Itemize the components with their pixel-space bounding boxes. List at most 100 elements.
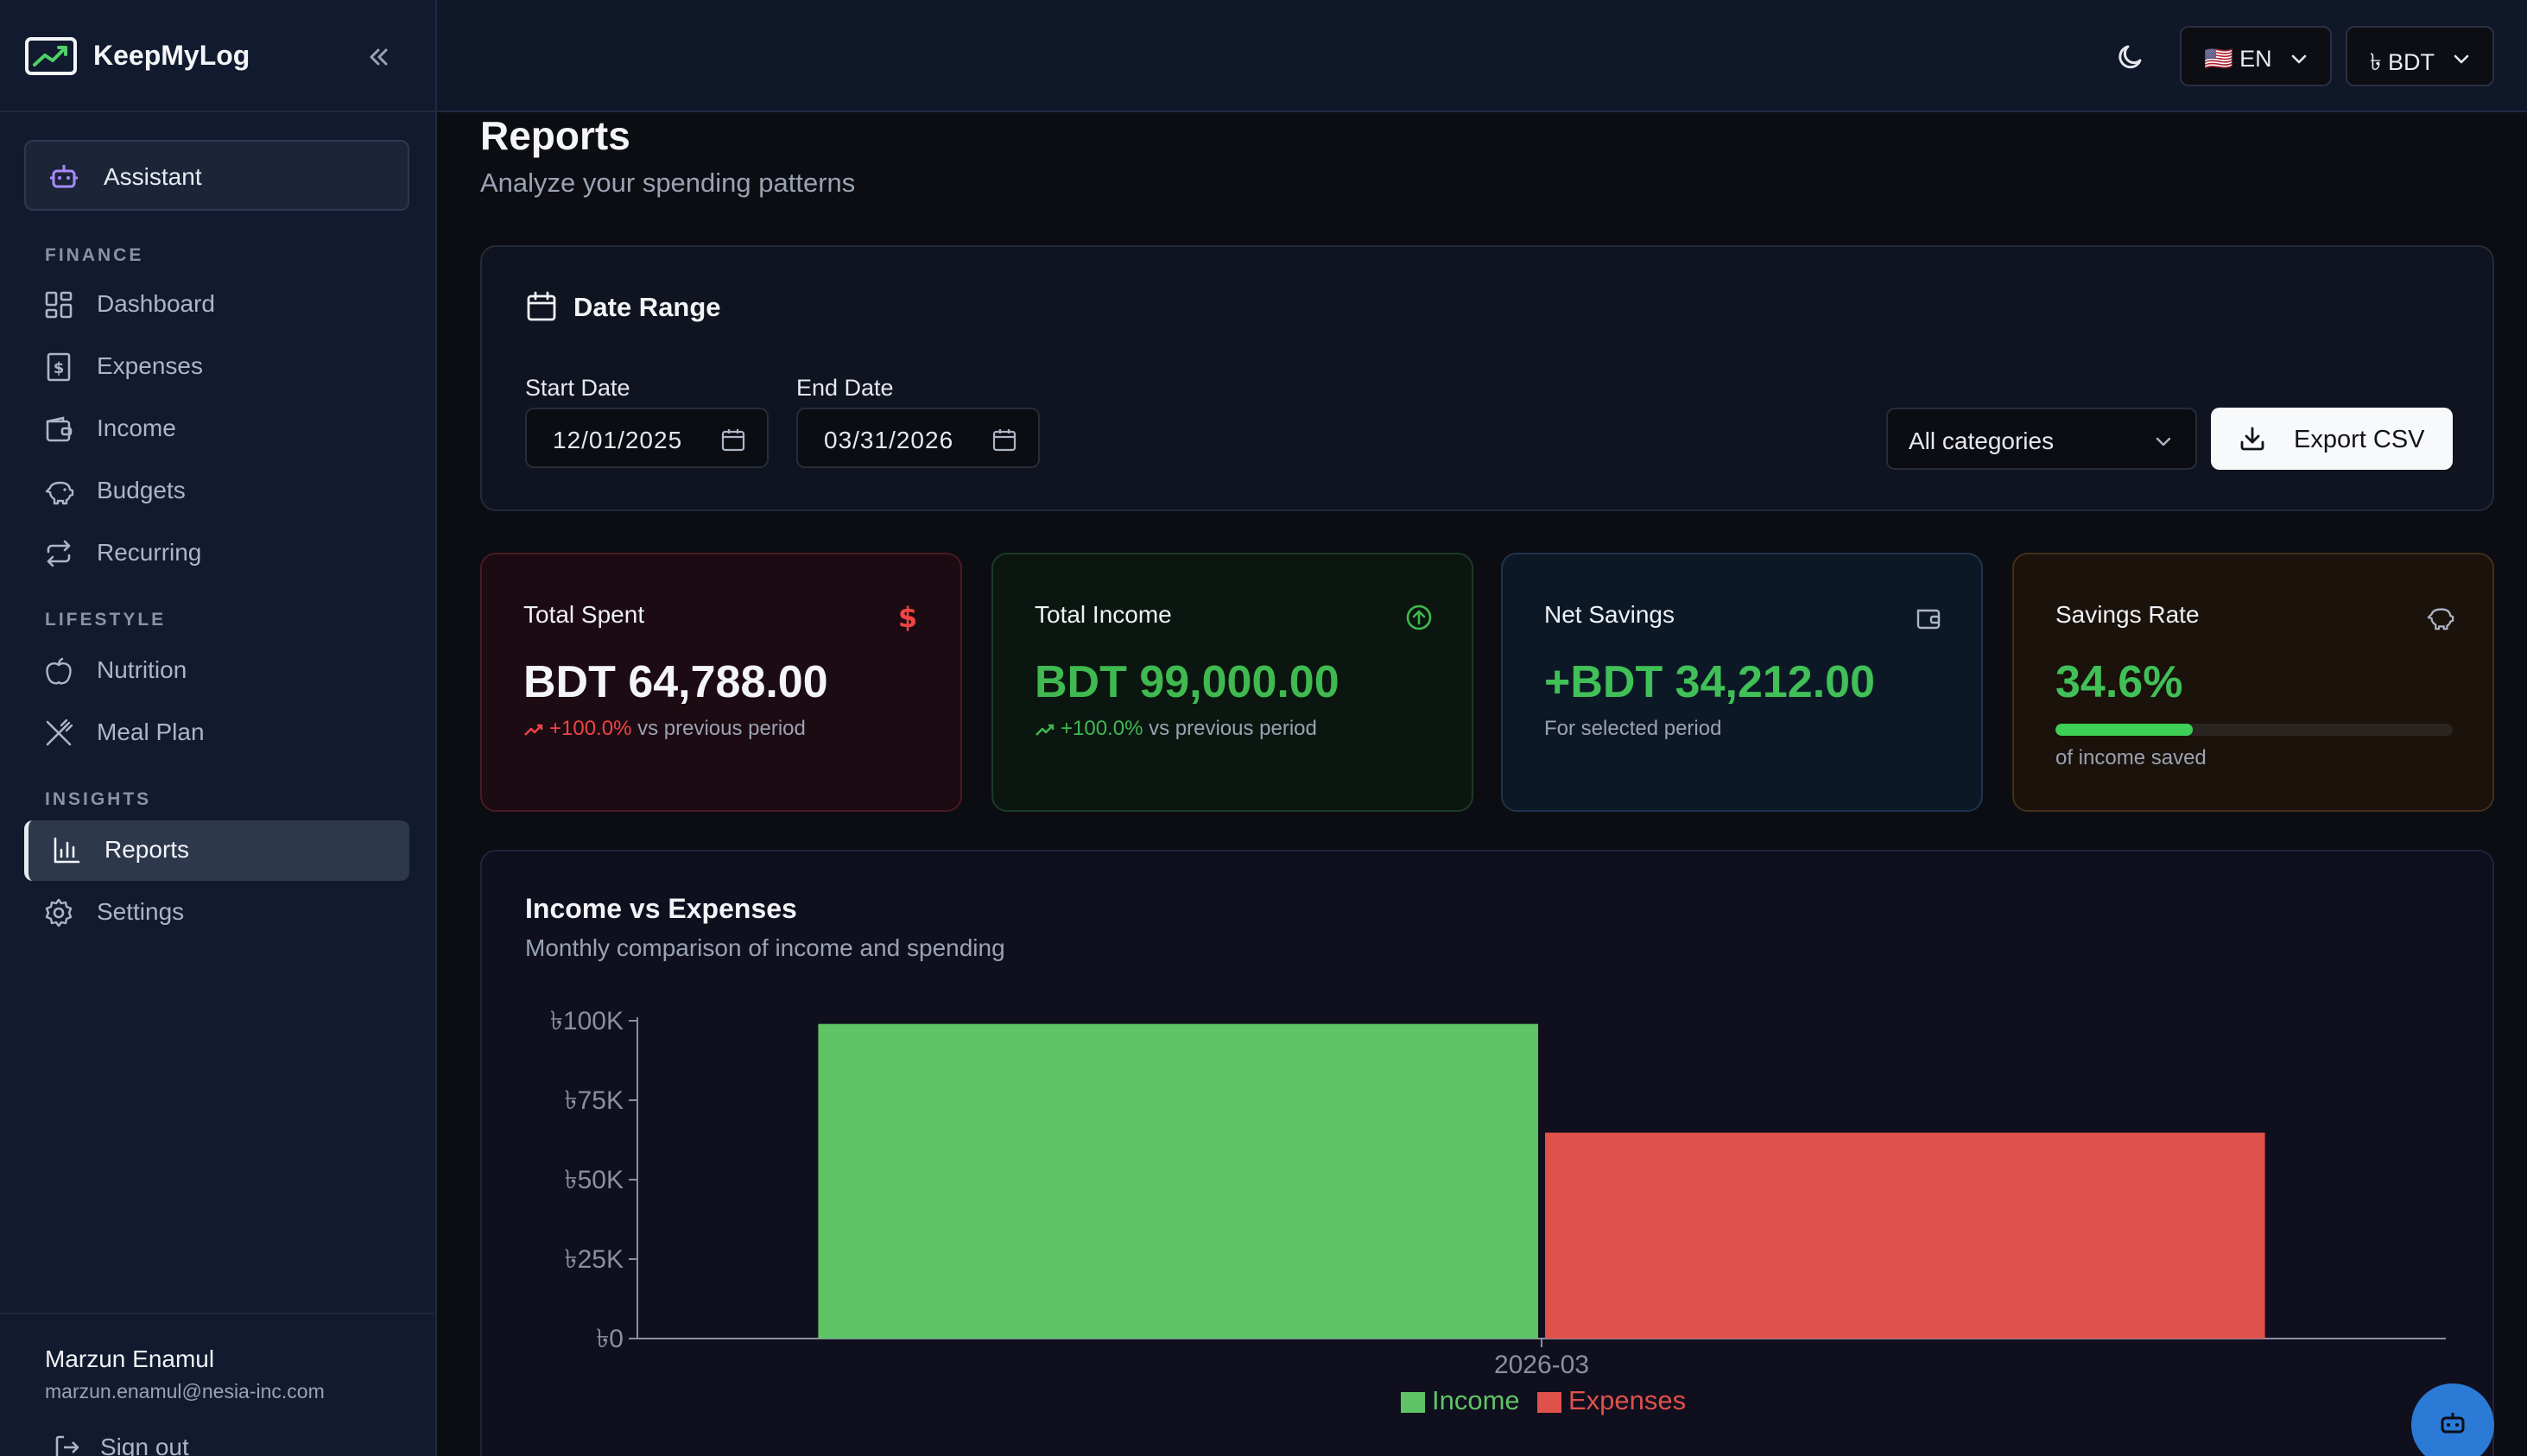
piggy-bank-icon: [45, 481, 74, 505]
savings-rate-card: Savings Rate 34.6% of income saved: [2012, 553, 2494, 812]
change-value: +100.0%: [1061, 717, 1143, 740]
piggy-bank-icon: [2427, 608, 2454, 630]
end-date-input[interactable]: 03/31/2026: [796, 408, 1040, 468]
bar-chart-icon: [54, 837, 80, 864]
total-spent-card: Total Spent $ BDT 64,788.00 +100.0% vs p…: [480, 553, 962, 812]
stat-change: +100.0% vs previous period: [1035, 717, 1317, 741]
date-range-title: Date Range: [573, 292, 721, 322]
chevron-down-icon: [2156, 437, 2171, 446]
section-insights: INSIGHTS: [45, 789, 152, 809]
app-name: KeepMyLog: [93, 40, 250, 71]
receipt-dollar-icon: $: [47, 352, 71, 382]
change-suffix: vs previous period: [631, 717, 806, 740]
sidebar-item-label: Reports: [104, 836, 190, 863]
category-select[interactable]: All categories: [1886, 408, 2197, 470]
dashboard-grid-icon: [45, 291, 73, 319]
currency-value: ৳ BDT: [2370, 49, 2435, 75]
export-csv-button[interactable]: Export CSV: [2211, 408, 2453, 470]
start-date-value: 12/01/2025: [553, 427, 683, 453]
sidebar-item-label: Recurring: [97, 539, 202, 566]
category-value: All categories: [1909, 427, 2055, 454]
sidebar-item-label: Nutrition: [97, 656, 187, 683]
calendar-icon[interactable]: [720, 427, 746, 453]
sidebar-item-label: Meal Plan: [97, 719, 205, 745]
export-csv-label: Export CSV: [2294, 426, 2425, 453]
download-icon: [2240, 427, 2264, 451]
assistant-button[interactable]: Assistant: [24, 140, 409, 211]
page-subtitle: Analyze your spending patterns: [480, 168, 856, 198]
end-date-value: 03/31/2026: [824, 427, 954, 453]
start-date-input[interactable]: 12/01/2025: [525, 408, 769, 468]
user-divider: [0, 1313, 435, 1314]
brand-header: KeepMyLog: [0, 0, 435, 112]
utensils-crossed-icon: [46, 719, 73, 746]
sidebar-item-dashboard[interactable]: Dashboard: [24, 275, 409, 335]
sidebar-item-nutrition[interactable]: Nutrition: [24, 641, 409, 701]
language-value: 🇺🇸 EN: [2204, 46, 2272, 72]
trending-up-icon: [1036, 724, 1054, 736]
total-spent-value: BDT 64,788.00: [523, 657, 828, 707]
date-range-card: Date Range Start Date 12/01/2025 End Dat…: [480, 245, 2494, 511]
net-savings-card: Net Savings +BDT 34,212.00 For selected …: [1501, 553, 1983, 812]
sidebar-item-reports[interactable]: Reports: [24, 820, 409, 881]
collapse-sidebar-icon[interactable]: [363, 41, 394, 73]
log-out-icon: [55, 1435, 79, 1456]
chart-subtitle: Monthly comparison of income and spendin…: [525, 934, 1005, 961]
robot-icon: [2441, 1413, 2465, 1434]
robot-icon: [50, 165, 78, 188]
sidebar-item-label: Income: [97, 415, 176, 441]
sidebar-item-label: Dashboard: [97, 290, 215, 317]
sidebar-item-label: Settings: [97, 898, 185, 925]
currency-select[interactable]: ৳ BDT: [2346, 26, 2494, 86]
start-date-label: Start Date: [525, 375, 630, 401]
stat-title: Savings Rate: [2055, 601, 2200, 628]
sidebar-item-budgets[interactable]: Budgets: [24, 461, 409, 522]
sidebar-item-meal-plan[interactable]: Meal Plan: [24, 703, 409, 763]
savings-rate-value: 34.6%: [2055, 657, 2183, 707]
chevron-down-icon: [2291, 54, 2307, 64]
stat-title: Net Savings: [1544, 601, 1675, 628]
net-savings-note: For selected period: [1544, 717, 1722, 740]
moon-icon[interactable]: [2114, 38, 2150, 74]
sidebar-item-income[interactable]: Income: [24, 399, 409, 459]
sidebar-item-settings[interactable]: Settings: [24, 883, 409, 943]
stat-title: Total Income: [1035, 601, 1172, 628]
y-tick-label: ৳25K: [565, 1245, 624, 1274]
apple-icon: [46, 657, 72, 685]
sidebar: KeepMyLog Assistant FINANCE Dashboard $ …: [0, 0, 437, 1456]
legend-swatch-income: [1401, 1392, 1425, 1413]
gear-icon: [45, 898, 73, 927]
dollar-icon: $: [898, 603, 917, 632]
sidebar-item-expenses[interactable]: $ Expenses: [24, 337, 409, 397]
chart-title: Income vs Expenses: [525, 893, 797, 924]
sidebar-item-label: Expenses: [97, 352, 203, 379]
change-suffix: vs previous period: [1143, 717, 1317, 740]
net-savings-value: +BDT 34,212.00: [1544, 657, 1876, 707]
legend-swatch-expenses: [1537, 1392, 1561, 1413]
y-tick-label: ৳50K: [565, 1166, 624, 1194]
income-expenses-bar-chart: ৳0 ৳25K ৳50K ৳75K ৳100K 2026-03 Income Expenses: [550, 1007, 2446, 1415]
sign-out-button[interactable]: Sign out: [45, 1430, 304, 1456]
legend-label-income: Income: [1432, 1385, 1520, 1415]
language-select[interactable]: 🇺🇸 EN: [2180, 26, 2332, 86]
x-tick-label: 2026-03: [1494, 1351, 1589, 1379]
y-tick-label: ৳100K: [550, 1007, 624, 1035]
page-title: Reports: [480, 113, 630, 158]
svg-text:$: $: [54, 359, 65, 377]
sidebar-item-recurring[interactable]: Recurring: [24, 523, 409, 584]
stat-title: Total Spent: [523, 601, 645, 628]
end-date-label: End Date: [796, 375, 894, 401]
wallet-icon: [46, 416, 73, 442]
section-finance: FINANCE: [45, 245, 144, 265]
income-vs-expenses-card: Income vs Expenses Monthly comparison of…: [480, 850, 2494, 1456]
chevron-down-icon: [2454, 54, 2469, 64]
assistant-fab-button[interactable]: [2411, 1383, 2494, 1456]
sidebar-item-label: Budgets: [97, 477, 186, 503]
total-income-value: BDT 99,000.00: [1035, 657, 1340, 707]
svg-text:$: $: [898, 603, 917, 632]
y-tick-label: ৳75K: [565, 1086, 624, 1115]
top-bar: [437, 0, 2527, 112]
repeat-icon: [47, 540, 71, 567]
calendar-icon[interactable]: [991, 427, 1017, 453]
savings-rate-progress: [2055, 724, 2453, 736]
